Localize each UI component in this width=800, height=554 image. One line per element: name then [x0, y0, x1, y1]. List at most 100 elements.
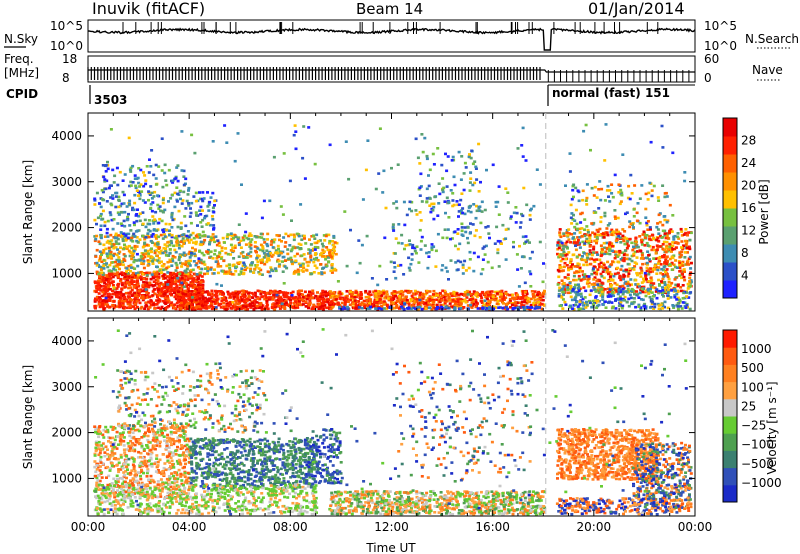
echo-cell	[416, 298, 419, 301]
echo-cell	[234, 235, 238, 239]
echo-cell	[453, 230, 457, 233]
echo-cell	[562, 232, 566, 235]
echo-cell	[673, 247, 677, 251]
echo-cell	[421, 297, 425, 300]
echo-cell	[175, 186, 179, 189]
echo-cell	[177, 289, 180, 292]
echo-cell	[148, 193, 152, 196]
echo-cell	[416, 290, 420, 294]
echo-cell	[182, 251, 186, 255]
echo-cell	[621, 234, 625, 238]
echo-cell	[688, 281, 692, 285]
echo-cell	[528, 307, 532, 311]
echo-cell	[316, 259, 320, 262]
echo-cell	[98, 250, 102, 253]
echo-cell	[297, 270, 300, 273]
echo-cell	[445, 196, 449, 200]
echo-cell	[668, 263, 672, 266]
echo-cell	[644, 278, 648, 281]
echo-cell	[103, 300, 106, 304]
echo-cell	[601, 248, 604, 251]
echo-cell	[566, 273, 570, 276]
echo-cell	[224, 296, 228, 300]
echo-cell	[108, 248, 112, 252]
echo-cell	[417, 302, 420, 305]
echo-cell	[124, 284, 128, 287]
echo-cell	[113, 236, 117, 239]
echo-cell	[670, 281, 674, 285]
echo-cell	[214, 235, 218, 238]
echo-cell	[444, 152, 447, 156]
echo-cell	[592, 251, 595, 255]
echo-cell	[297, 242, 301, 246]
echo-cell	[625, 253, 629, 257]
echo-cell	[386, 297, 390, 300]
echo-cell	[427, 184, 431, 188]
echo-cell	[260, 306, 264, 309]
echo-cell	[142, 266, 146, 270]
echo-cell	[661, 236, 665, 239]
echo-cell	[409, 262, 413, 266]
echo-cell	[142, 259, 146, 263]
echo-cell	[324, 258, 328, 261]
echo-cell	[102, 288, 106, 292]
echo-cell	[106, 278, 110, 281]
echo-cell	[593, 239, 597, 243]
echo-cell	[159, 249, 163, 253]
echo-cell	[321, 302, 325, 305]
echo-cell	[543, 292, 547, 295]
echo-cell	[162, 228, 166, 231]
echo-cell	[191, 268, 195, 272]
echo-cell	[162, 230, 166, 234]
echo-cell	[331, 247, 335, 250]
echo-cell	[459, 292, 463, 296]
echo-cell	[175, 284, 179, 287]
echo-cell	[111, 197, 115, 200]
echo-cell	[438, 192, 442, 196]
echo-cell	[311, 306, 315, 309]
echo-cell	[332, 243, 336, 247]
echo-cell	[663, 281, 667, 284]
echo-cell	[415, 213, 419, 216]
echo-cell	[482, 303, 486, 307]
echo-cell	[128, 299, 132, 303]
echo-cell	[485, 296, 489, 299]
echo-cell	[123, 243, 126, 247]
echo-cell	[185, 237, 189, 240]
echo-cell	[154, 275, 158, 279]
echo-cell	[469, 210, 473, 214]
echo-cell	[117, 205, 121, 209]
echo-cell	[254, 264, 258, 267]
echo-cell	[391, 223, 395, 226]
echo-cell	[262, 252, 266, 255]
echo-cell	[204, 290, 208, 294]
echo-cell	[201, 191, 205, 194]
echo-cell	[141, 298, 145, 302]
echo-cell	[661, 286, 664, 289]
echo-cell	[318, 297, 322, 300]
echo-cell	[279, 251, 283, 255]
echo-cell	[678, 261, 682, 265]
echo-cell	[143, 255, 147, 259]
echo-cell	[167, 265, 171, 269]
echo-cell	[196, 283, 200, 287]
echo-cell	[192, 195, 196, 198]
echo-cell	[466, 241, 470, 245]
echo-cell	[625, 282, 629, 286]
echo-cell	[418, 301, 422, 305]
echo-cell	[195, 273, 199, 276]
echo-cell	[600, 265, 604, 268]
echo-cell	[226, 252, 230, 256]
echo-cell	[414, 209, 418, 212]
echo-cell	[663, 283, 667, 286]
echo-cell	[317, 303, 321, 306]
echo-cell	[227, 292, 231, 295]
echo-cell	[108, 263, 112, 267]
echo-cell	[680, 272, 684, 276]
echo-cell	[251, 296, 255, 299]
echo-cell	[338, 296, 342, 299]
echo-cell	[418, 162, 422, 165]
echo-cell	[144, 179, 148, 182]
echo-cell	[123, 285, 127, 289]
echo-cell	[440, 163, 444, 167]
